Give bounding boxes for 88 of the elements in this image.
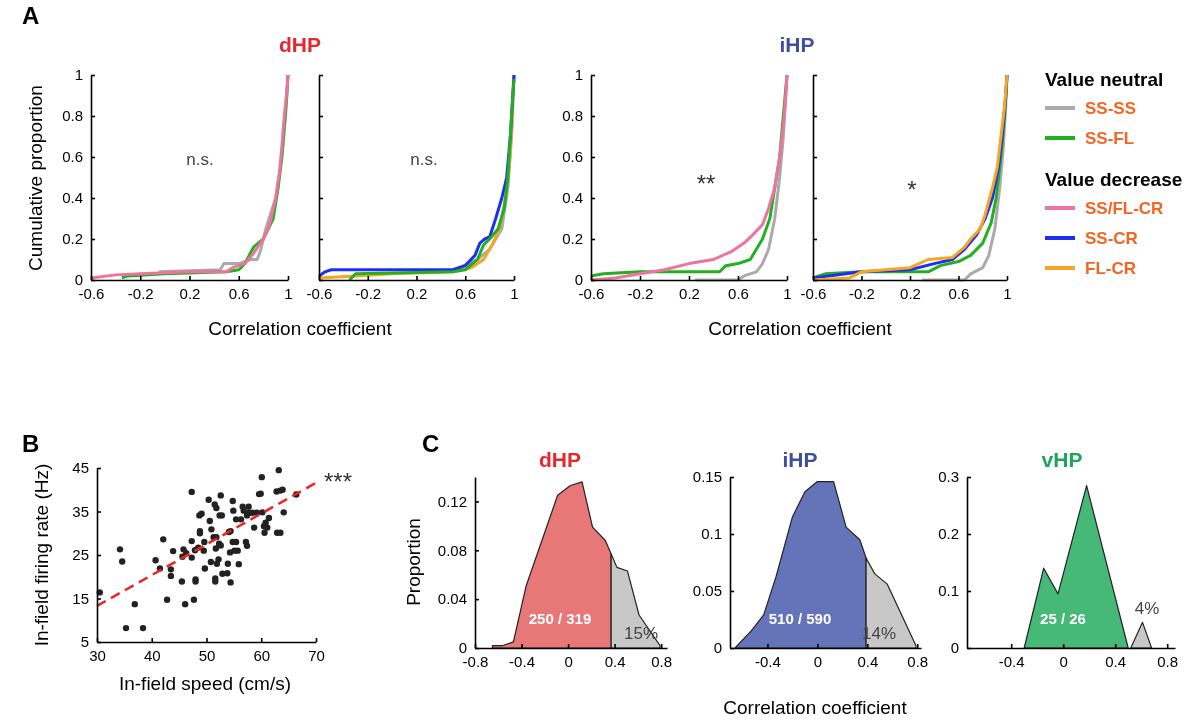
- x-tick-label: 60: [253, 646, 271, 664]
- text: C: [422, 430, 440, 457]
- x-tick-label: 0.2: [900, 284, 921, 302]
- x-tick-label: 0.6: [728, 284, 749, 302]
- chart-title: dHP: [539, 448, 581, 471]
- x-tick-label: 1: [510, 284, 519, 302]
- x-tick-label: -0.2: [627, 284, 654, 302]
- legend-title: Value neutral: [1045, 69, 1164, 90]
- x-tick-label: -0.4: [509, 652, 535, 670]
- x-axis-title: In-field speed (cm/s): [118, 673, 292, 694]
- annotation: 250 / 319: [528, 610, 592, 627]
- annotation: 25 / 26: [1040, 610, 1086, 627]
- x-tick-label: -0.6: [800, 284, 827, 302]
- y-tick-label: 0.3: [938, 468, 959, 486]
- text: A: [22, 2, 40, 29]
- y-tick-label: 0.05: [692, 582, 722, 600]
- y-tick-label: 0.8: [562, 107, 583, 125]
- x-tick-label: 0.4: [1105, 652, 1127, 670]
- x-tick-label: 0: [1059, 652, 1068, 670]
- y-tick-label: 0.4: [562, 189, 583, 207]
- x-tick-label: 0: [813, 652, 823, 670]
- y-tick-label: 0.6: [62, 148, 83, 166]
- x-tick-label: -0.6: [306, 284, 333, 302]
- legend-label: SS/FL-CR: [1085, 199, 1164, 218]
- y-tick-label: 0.8: [62, 107, 83, 125]
- text: ***: [323, 468, 353, 495]
- y-tick-label: 45: [72, 459, 89, 477]
- y-tick-label: 0.4: [62, 189, 83, 207]
- x-tick-label: 30: [89, 646, 106, 664]
- x-tick-label: 0.6: [228, 284, 250, 302]
- y-tick-label: 35: [72, 502, 89, 520]
- y-axis-title: Proportion: [403, 518, 424, 606]
- legend-label: FL-CR: [1085, 259, 1136, 278]
- x-tick-label: 0.4: [857, 652, 879, 670]
- y-tick-label: 15: [72, 589, 89, 607]
- x-tick-label: 1: [783, 284, 792, 302]
- annotation: 510 / 590: [768, 610, 832, 627]
- x-tick-label: 40: [143, 646, 161, 664]
- y-tick-label: 5: [80, 633, 89, 651]
- y-tick-label: 1: [74, 66, 83, 84]
- legend-title: Value decrease: [1045, 169, 1183, 190]
- x-axis-title: Correlation coefficient: [208, 318, 393, 339]
- chart-title: dHP: [279, 33, 321, 56]
- y-tick-label: 25: [72, 546, 89, 564]
- y-tick-label: 0.2: [562, 230, 583, 248]
- x-axis-title: Correlation coefficient: [708, 318, 893, 339]
- y-tick-label: 0.2: [938, 525, 959, 543]
- x-tick-label: -0.4: [755, 652, 781, 670]
- x-tick-label: 1: [284, 284, 293, 302]
- y-axis-title: Cumulative proportion: [25, 85, 46, 271]
- text: B: [22, 430, 40, 457]
- y-tick-label: 0.08: [437, 541, 467, 559]
- x-tick-label: 0.8: [651, 652, 673, 670]
- x-tick-label: 0.8: [907, 652, 929, 670]
- x-tick-label: 0.2: [679, 284, 700, 302]
- x-tick-label: 0.2: [179, 284, 201, 302]
- x-tick-label: 0.8: [1157, 652, 1179, 670]
- x-tick-label: -0.4: [998, 652, 1025, 670]
- y-tick-label: 1: [574, 66, 583, 84]
- x-tick-label: -0.2: [355, 284, 382, 302]
- annotation: n.s.: [186, 150, 214, 169]
- legend-label: SS-SS: [1085, 99, 1137, 118]
- x-axis-title: Correlation coefficient: [723, 697, 908, 718]
- y-tick-label: 0.2: [62, 230, 83, 248]
- x-tick-label: 0.4: [604, 652, 626, 670]
- legend-label: SS-CR: [1085, 229, 1138, 248]
- y-tick-label: 0.12: [437, 492, 467, 510]
- y-tick-label: 0.6: [562, 148, 583, 166]
- chart-title: iHP: [779, 33, 815, 56]
- annotation: **: [696, 170, 716, 197]
- legend-label: SS-FL: [1085, 129, 1135, 148]
- annotation: n.s.: [410, 150, 438, 169]
- chart-title: vHP: [1041, 448, 1083, 471]
- x-tick-label: 0.2: [406, 284, 428, 302]
- x-tick-label: -0.8: [462, 652, 489, 670]
- y-tick-label: 0.15: [692, 468, 722, 486]
- y-tick-label: 0.1: [938, 582, 959, 600]
- x-tick-label: -0.2: [849, 284, 875, 302]
- chart-title: iHP: [782, 448, 818, 471]
- annotation: 4%: [1134, 599, 1160, 618]
- y-tick-label: 0.1: [701, 525, 722, 543]
- x-tick-label: 50: [198, 646, 216, 664]
- x-tick-label: -0.2: [127, 284, 154, 302]
- y-axis-title: In-field firing rate (Hz): [31, 463, 52, 647]
- annotation: *: [907, 176, 917, 203]
- x-tick-label: 1: [1003, 284, 1012, 302]
- x-tick-label: 70: [308, 646, 325, 664]
- y-tick-label: 0.04: [437, 590, 467, 608]
